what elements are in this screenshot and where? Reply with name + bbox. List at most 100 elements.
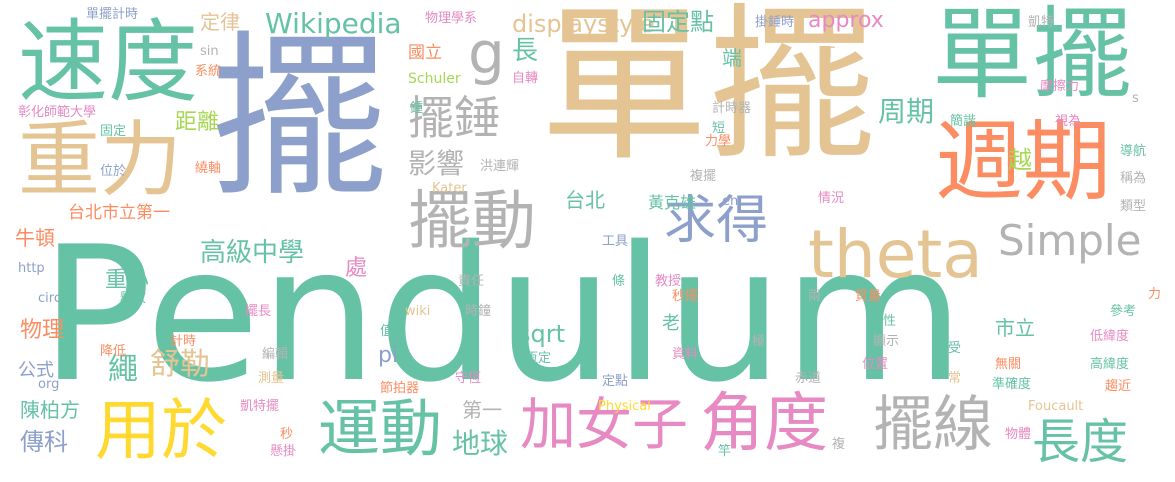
word: 物理學系 [425, 11, 478, 26]
word: 值 [380, 324, 394, 339]
word: 單擺 [540, 0, 876, 184]
word: 極 [752, 334, 766, 349]
word: 周期 [878, 95, 935, 128]
word: 短 [712, 121, 726, 136]
word: 參考 [1110, 304, 1137, 319]
word: 節拍器 [380, 381, 420, 396]
word: 資料 [672, 347, 699, 362]
word: 物體 [1005, 427, 1032, 442]
word: 秒擺 [672, 289, 699, 304]
word: 低緯度 [1090, 329, 1130, 344]
word: 處 [345, 256, 368, 281]
word: 測量 [258, 371, 285, 386]
word: Kater [432, 181, 467, 196]
word: 傳科 [20, 428, 68, 456]
word: 陳柏方 [20, 398, 80, 422]
word: 重心 [105, 268, 150, 293]
word: 長 [512, 36, 539, 66]
word: sqrt [518, 320, 566, 348]
word: circ [38, 291, 61, 306]
word: 簡諧 [950, 114, 977, 129]
word: 重力 [18, 113, 183, 208]
word: 導航 [1120, 144, 1147, 159]
word: 凱特擺 [240, 399, 280, 414]
word: 計時 [170, 334, 197, 349]
word: 速度 [18, 10, 198, 115]
word: g [468, 19, 505, 87]
word: 定律 [200, 10, 240, 34]
word: 固定 [100, 124, 127, 139]
word: 編輯 [262, 347, 289, 362]
word: 高級中學 [200, 238, 305, 268]
word: 單擺 [932, 0, 1132, 113]
word: 準確度 [992, 377, 1032, 392]
word: 長度 [1032, 414, 1129, 470]
word: 無關 [995, 357, 1022, 372]
word: 高緯度 [1090, 357, 1130, 372]
word: 週期 [935, 110, 1112, 213]
word: 運動 [318, 392, 443, 465]
word: 影響 [408, 147, 465, 180]
word: 台北 [565, 188, 605, 212]
word: T [825, 43, 835, 62]
word: 情況 [818, 191, 845, 206]
word: 秒 [280, 427, 294, 442]
word: 責任 [458, 274, 485, 289]
word: 舒勒 [150, 347, 210, 382]
word: 國立 [408, 43, 442, 63]
word: sin [200, 44, 219, 59]
word: 定點 [602, 374, 629, 389]
word: Simple [998, 216, 1142, 265]
word: Schuler [408, 71, 461, 87]
word: 兩 [808, 289, 822, 304]
word: 距離 [175, 110, 220, 135]
word: approx [808, 8, 884, 33]
word: Wikipedia [265, 7, 402, 40]
word: 擺動 [408, 185, 536, 259]
word: pi [378, 343, 399, 368]
word: 位置 [862, 357, 889, 372]
word: 越 [1008, 146, 1032, 174]
word: http [18, 261, 45, 276]
word: 顯示 [873, 334, 900, 349]
word: 角度 [700, 387, 828, 461]
word: 恆定 [525, 351, 552, 366]
word: 端 [722, 46, 742, 70]
word: 力 [1148, 287, 1162, 302]
word: 用於 [95, 392, 227, 469]
word: 質量 [855, 289, 882, 304]
word: 赤道 [795, 371, 822, 386]
word: 稱為 [1120, 171, 1147, 186]
word: 複 [832, 437, 846, 452]
word: en [722, 194, 739, 209]
word: 物理 [20, 318, 65, 343]
word: 釋放 [120, 291, 147, 306]
word: 加女子 [520, 393, 688, 458]
word: 類型 [1120, 199, 1147, 214]
word: 時鐘 [465, 304, 492, 319]
word: 彰化師範大學 [18, 105, 97, 120]
word: 老師 [662, 313, 698, 334]
word: 第一 [462, 398, 502, 422]
word: 教授 [655, 274, 682, 289]
word: 力學 [705, 134, 732, 149]
word: wiki [405, 304, 431, 319]
word: org [38, 377, 60, 392]
word: 條 [612, 274, 626, 289]
word: 擺長 [245, 304, 272, 319]
word: 鍾 [410, 101, 424, 116]
word: 黃克雄 [648, 193, 697, 212]
word: 計時器 [712, 101, 752, 116]
word: 繞軸 [195, 161, 222, 176]
word: Pendulum [40, 206, 965, 423]
word: 公式 [18, 360, 54, 381]
word: 擺線 [873, 390, 993, 460]
word: 懸掛 [270, 444, 297, 459]
word: Foucault [1028, 399, 1084, 414]
word: 慣性 [870, 314, 897, 329]
word: theta [808, 216, 983, 293]
word: 自轉 [512, 71, 539, 86]
word: 求得 [664, 191, 769, 251]
word: 常 [948, 371, 962, 386]
